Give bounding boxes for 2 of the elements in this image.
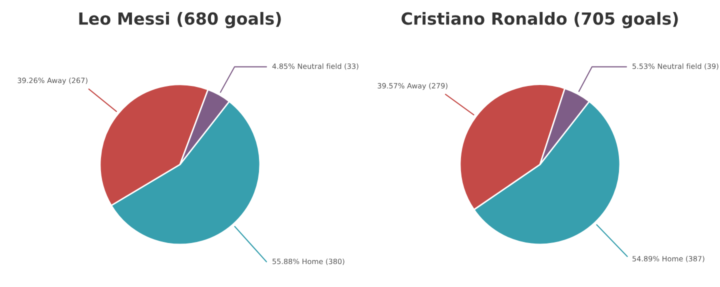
chart-title: Cristiano Ronaldo (705 goals) — [402, 12, 678, 28]
chart-title: Leo Messi (680 goals) — [79, 12, 281, 28]
